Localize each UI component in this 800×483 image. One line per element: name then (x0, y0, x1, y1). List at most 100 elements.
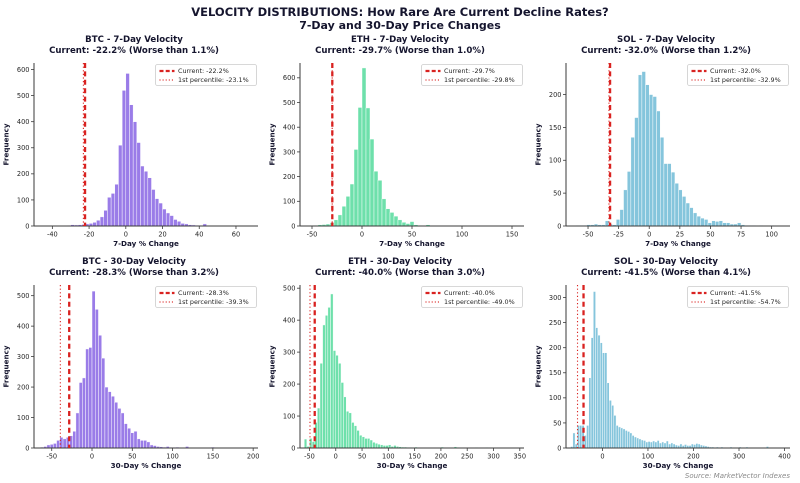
svg-text:150: 150 (549, 370, 562, 378)
figure-header: VELOCITY DISTRIBUTIONS: How Rare Are Cur… (0, 0, 800, 33)
svg-text:100: 100 (283, 413, 296, 421)
svg-text:200: 200 (247, 453, 260, 461)
histogram-canvas-sol-30d: 0 100 200 300 400 0 50 100 150 200 250 300 30-Day % … (534, 285, 791, 470)
svg-text:200: 200 (17, 384, 30, 392)
svg-text:400: 400 (283, 317, 296, 325)
subplot-grid: BTC - 7-Day Velocity Current: -22.2% (Wo… (0, 33, 800, 479)
source-note: Source: MarketVector Indexes (684, 472, 790, 480)
svg-text:100: 100 (456, 231, 469, 239)
svg-text:7-Day % Change: 7-Day % Change (645, 239, 711, 248)
svg-text:50: 50 (553, 420, 561, 428)
svg-text:0: 0 (360, 231, 364, 239)
svg-text:0: 0 (600, 453, 604, 461)
subplot-title: SOL - 30-Day Velocity (614, 257, 718, 268)
subplot-title: ETH - 7-Day Velocity (351, 35, 449, 46)
svg-text:7-Day % Change: 7-Day % Change (379, 239, 445, 248)
svg-text:100: 100 (549, 157, 562, 165)
svg-text:1st percentile: -49.0%: 1st percentile: -49.0% (444, 299, 515, 307)
svg-text:100: 100 (382, 453, 395, 461)
svg-text:40: 40 (195, 231, 203, 239)
subplot-btc-7d: BTC - 7-Day Velocity Current: -22.2% (Wo… (1, 35, 267, 257)
svg-text:200: 200 (283, 381, 296, 389)
svg-text:200: 200 (283, 173, 296, 181)
svg-text:250: 250 (461, 453, 474, 461)
svg-text:1st percentile: -29.8%: 1st percentile: -29.8% (444, 77, 515, 85)
svg-text:7-Day % Change: 7-Day % Change (113, 239, 179, 248)
svg-text:400: 400 (283, 124, 296, 132)
svg-text:30-Day % Change: 30-Day % Change (111, 461, 182, 470)
svg-text:350: 350 (513, 453, 526, 461)
svg-text:100: 100 (17, 197, 30, 205)
svg-text:300: 300 (487, 453, 500, 461)
subplot-eth-7d: ETH - 7-Day Velocity Current: -29.7% (Wo… (267, 35, 533, 257)
svg-text:-25: -25 (613, 231, 624, 239)
subplot-subtitle: Current: -22.2% (Worse than 1.1%) (49, 46, 219, 57)
svg-text:200: 200 (549, 345, 562, 353)
svg-text:400: 400 (17, 119, 30, 127)
svg-text:Current: -32.0%: Current: -32.0% (710, 68, 761, 76)
svg-text:Frequency: Frequency (268, 124, 277, 166)
svg-text:30-Day % Change: 30-Day % Change (377, 461, 448, 470)
svg-text:300: 300 (283, 349, 296, 357)
subplot-title: BTC - 30-Day Velocity (82, 257, 186, 268)
svg-text:-50: -50 (307, 231, 318, 239)
svg-text:50: 50 (553, 190, 561, 198)
subplot-title: SOL - 7-Day Velocity (617, 35, 715, 46)
svg-text:60: 60 (232, 231, 240, 239)
svg-text:500: 500 (17, 293, 30, 301)
svg-text:0: 0 (557, 445, 561, 453)
svg-text:25: 25 (676, 231, 684, 239)
svg-text:100: 100 (283, 198, 296, 206)
subplot-subtitle: Current: -32.0% (Worse than 1.2%) (581, 46, 751, 57)
subplot-subtitle: Current: -41.5% (Worse than 4.1%) (581, 268, 751, 279)
subplot-title: BTC - 7-Day Velocity (85, 35, 183, 46)
svg-text:0: 0 (90, 453, 94, 461)
svg-text:75: 75 (737, 231, 745, 239)
subplot-subtitle: Current: -40.0% (Worse than 3.0%) (315, 268, 485, 279)
svg-text:Current: -29.7%: Current: -29.7% (444, 68, 495, 76)
svg-text:50: 50 (128, 453, 136, 461)
subplot-sol-7d: SOL - 7-Day Velocity Current: -32.0% (Wo… (533, 35, 799, 257)
svg-text:150: 150 (207, 453, 220, 461)
svg-text:Frequency: Frequency (534, 346, 543, 388)
svg-text:30-Day % Change: 30-Day % Change (643, 461, 714, 470)
svg-text:100: 100 (765, 231, 778, 239)
svg-text:Current: -22.2%: Current: -22.2% (178, 68, 229, 76)
svg-text:Frequency: Frequency (534, 124, 543, 166)
svg-text:Frequency: Frequency (2, 346, 11, 388)
subplot-subtitle: Current: -29.7% (Worse than 1.0%) (315, 46, 485, 57)
subplot-subtitle: Current: -28.3% (Worse than 3.2%) (49, 268, 219, 279)
svg-text:0: 0 (124, 231, 128, 239)
svg-text:Frequency: Frequency (268, 346, 277, 388)
svg-text:0: 0 (291, 223, 295, 231)
svg-text:Current: -28.3%: Current: -28.3% (178, 290, 229, 298)
svg-text:300: 300 (17, 145, 30, 153)
svg-text:0: 0 (334, 453, 338, 461)
svg-text:50: 50 (408, 231, 416, 239)
svg-text:0: 0 (25, 445, 29, 453)
svg-text:50: 50 (358, 453, 366, 461)
svg-text:100: 100 (17, 414, 30, 422)
svg-text:0: 0 (557, 223, 561, 231)
svg-text:0: 0 (25, 223, 29, 231)
svg-text:200: 200 (687, 453, 700, 461)
svg-text:300: 300 (17, 353, 30, 361)
svg-text:50: 50 (706, 231, 714, 239)
svg-text:-50: -50 (583, 231, 594, 239)
svg-text:200: 200 (549, 91, 562, 99)
svg-text:400: 400 (17, 323, 30, 331)
svg-text:-40: -40 (47, 231, 58, 239)
histogram-canvas-btc-30d: -50 0 50 100 150 200 0 100 200 300 400 500 30-Day % … (2, 285, 260, 470)
svg-text:600: 600 (283, 75, 296, 83)
histogram-canvas-eth-7d: -50 0 50 100 150 0 100 200 300 400 500 600 7-Day % C… (268, 63, 524, 248)
figure-subtitle: 7-Day and 30-Day Price Changes (299, 19, 501, 33)
svg-text:-20: -20 (84, 231, 95, 239)
svg-text:150: 150 (549, 124, 562, 132)
svg-text:0: 0 (647, 231, 651, 239)
svg-text:Current: -41.5%: Current: -41.5% (710, 290, 761, 298)
subplot-eth-30d: ETH - 30-Day Velocity Current: -40.0% (W… (267, 257, 533, 479)
svg-text:200: 200 (17, 171, 30, 179)
svg-text:500: 500 (283, 285, 296, 293)
